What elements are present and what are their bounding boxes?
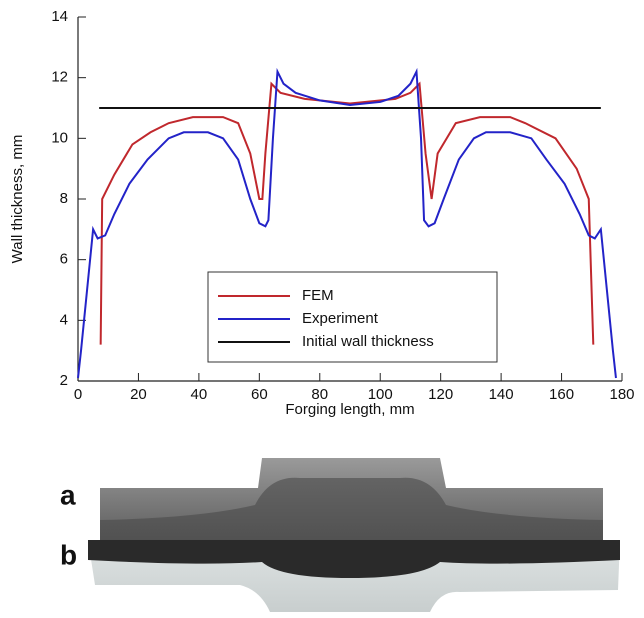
y-tick-label: 4 (60, 311, 68, 328)
legend-label: Experiment (302, 310, 379, 327)
photo-b (88, 540, 620, 612)
panel-label: b (60, 539, 77, 570)
x-tick-label: 40 (191, 386, 208, 403)
y-tick-label: 6 (60, 251, 68, 268)
panel-label: a (60, 479, 76, 510)
y-tick-label: 12 (51, 69, 68, 86)
y-tick-label: 10 (51, 129, 68, 146)
x-tick-label: 20 (130, 386, 147, 403)
legend-box (207, 271, 498, 363)
photo-a (100, 458, 603, 540)
x-tick-label: 120 (428, 386, 453, 403)
legend-label: FEM (302, 287, 334, 304)
x-tick-label: 100 (368, 386, 393, 403)
y-tick-label: 8 (60, 190, 68, 207)
y-axis-title: Wall thickness, mm (9, 135, 26, 264)
x-tick-label: 60 (251, 386, 268, 403)
y-tick-label: 2 (60, 372, 68, 389)
legend-label: Initial wall thickness (302, 333, 434, 350)
data-line (77, 67, 617, 379)
x-tick-label: 160 (549, 386, 574, 403)
x-tick-label: 0 (74, 386, 82, 403)
x-tick-label: 180 (609, 386, 634, 403)
y-tick-label: 14 (51, 8, 68, 25)
x-tick-label: 80 (311, 386, 328, 403)
data-line (99, 81, 595, 345)
x-tick-label: 140 (489, 386, 514, 403)
x-axis-title: Forging length, mm (285, 401, 414, 418)
